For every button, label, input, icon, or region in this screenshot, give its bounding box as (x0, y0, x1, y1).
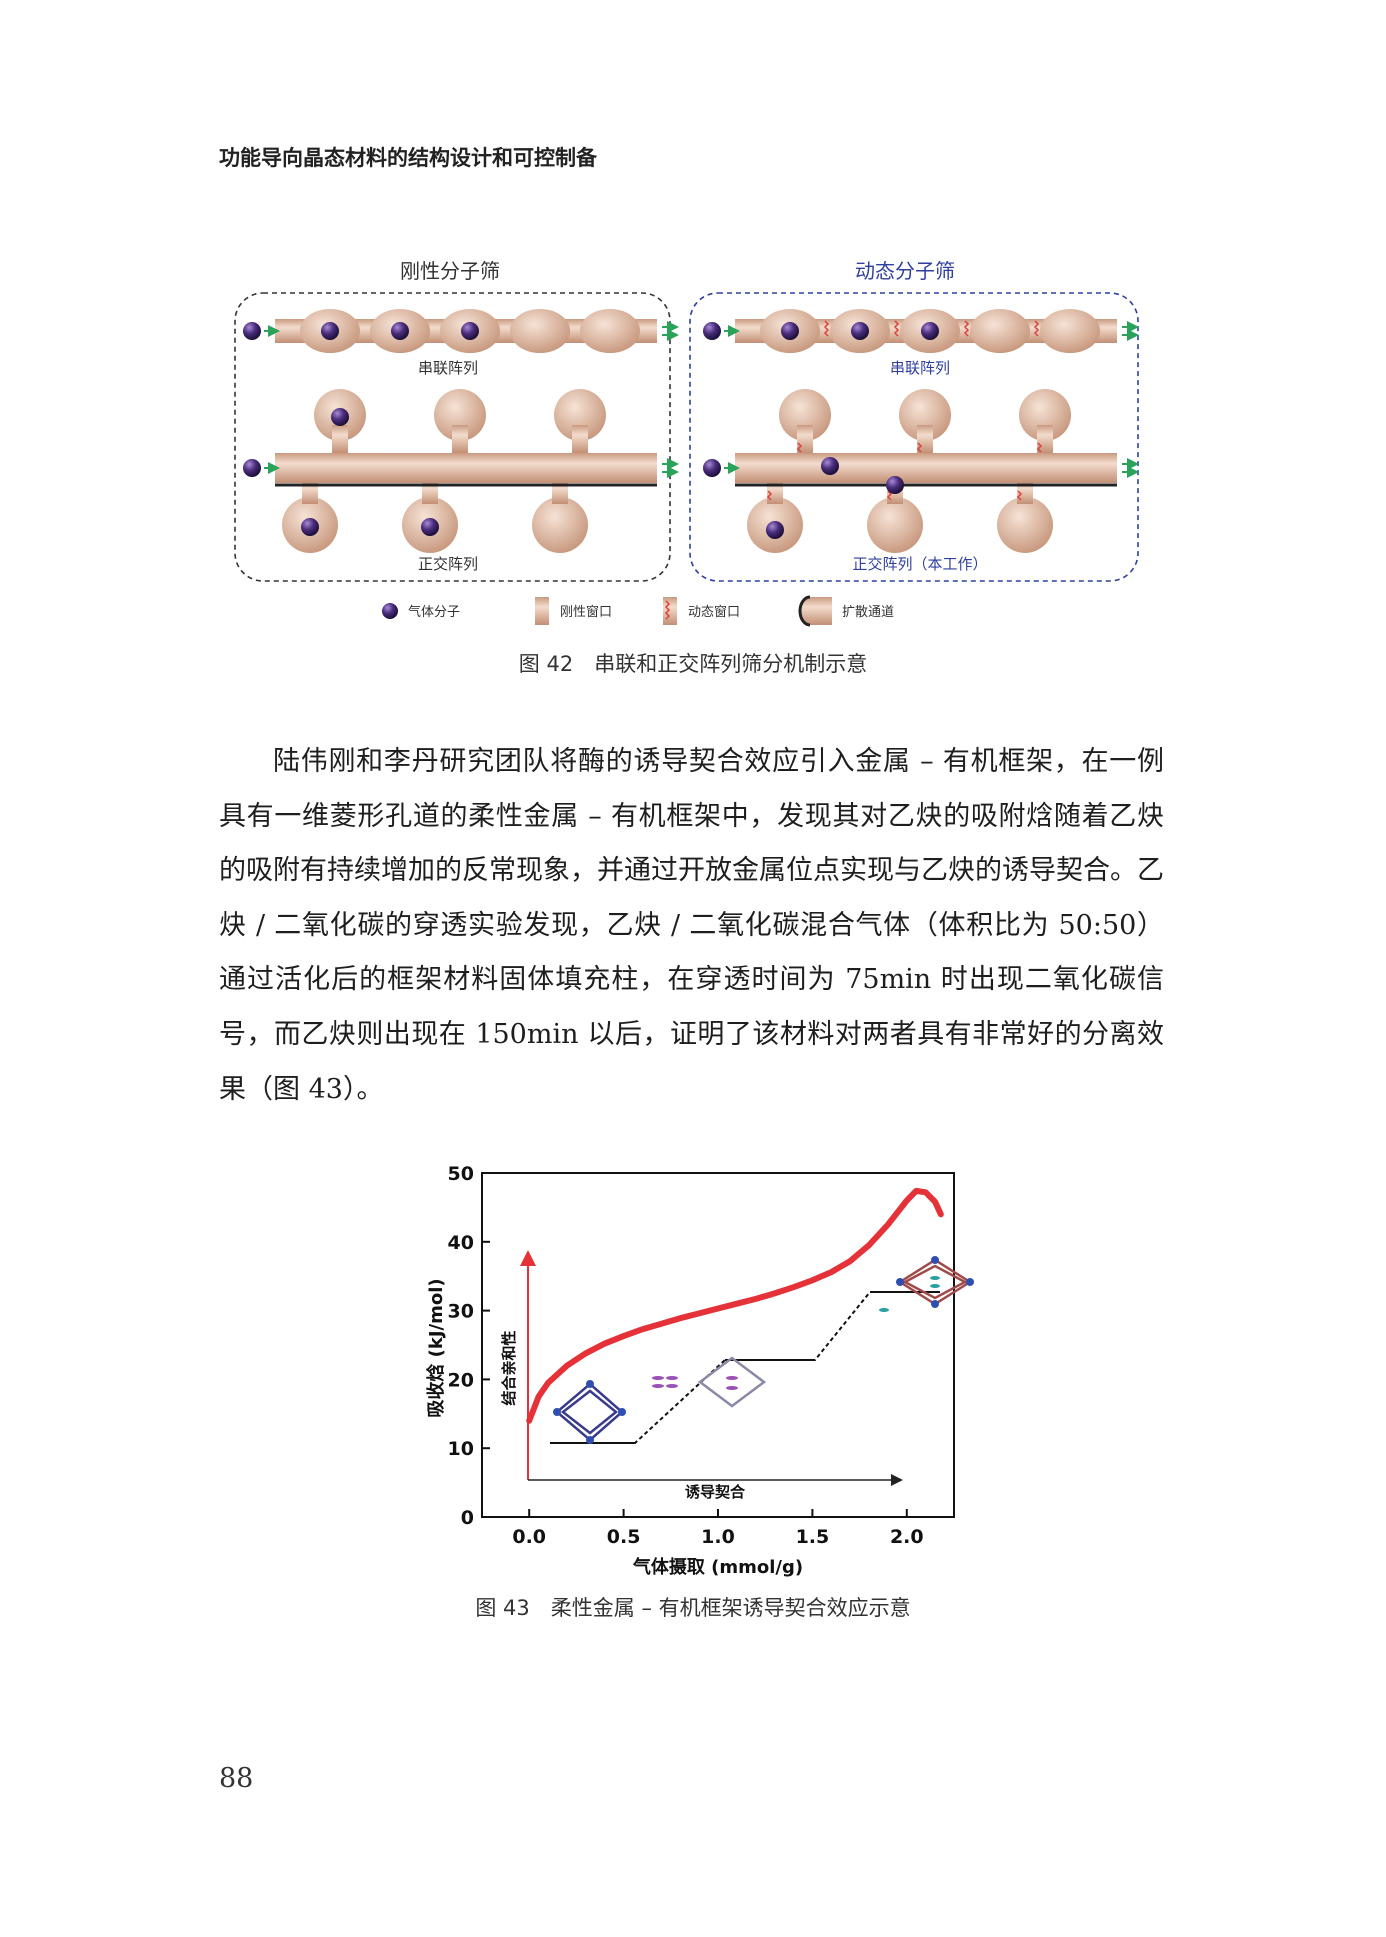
figure-43-caption: 图 43 柔性金属 – 有机框架诱导契合效应示意 (475, 1596, 911, 1620)
panel-left-title: 刚性分子筛 (400, 259, 500, 283)
figure-42-caption: 图 42 串联和正交阵列筛分机制示意 (518, 652, 868, 676)
legend-channel-label: 扩散通道 (842, 605, 894, 620)
x-tick-label: 1.5 (796, 1526, 830, 1548)
right-series-label: 串联阵列 (890, 359, 950, 377)
y-axis-label: 吸收焓 (kJ/mol) (425, 1278, 447, 1417)
gas-molecule-icon (652, 1376, 678, 1388)
left-series-array (243, 309, 679, 353)
right-ortho-label: 正交阵列（本工作） (852, 555, 987, 573)
y-tick-label: 10 (448, 1438, 474, 1460)
figure42-legend: 气体分子 刚性窗口 动态窗口 扩散通道 (382, 595, 894, 627)
left-ortho-label: 正交阵列 (418, 555, 478, 573)
inset-x-label: 诱导契合 (685, 1483, 746, 1501)
right-series-array (703, 309, 1139, 353)
panel-right-frame (689, 292, 1139, 582)
left-series-label: 串联阵列 (418, 359, 478, 377)
y-tick-label: 30 (448, 1301, 474, 1323)
plot-frame (481, 1172, 955, 1518)
framework-icon (553, 1380, 626, 1444)
framework-icon (697, 1356, 767, 1408)
panel-left-frame (234, 292, 671, 582)
y-tick-label: 0 (461, 1507, 474, 1529)
running-head: 功能导向晶态材料的结构设计和可控制备 (219, 146, 597, 170)
figure-43-chart: 0 10 20 30 40 50 0.0 0.5 1.0 1.5 2.0 结合亲和性 诱导契合 吸… (425, 1163, 974, 1578)
y-tick-label: 40 (448, 1232, 474, 1254)
page-number: 88 (219, 1763, 254, 1794)
series-line (526, 1187, 944, 1424)
body-paragraph: 陆伟刚和李丹研究团队将酶的诱导契合效应引入金属 – 有机框架，在一例具有一维菱形… (219, 746, 1164, 1105)
gas-molecule-icon (879, 1308, 889, 1312)
legend-gas-label: 气体分子 (408, 604, 460, 620)
x-tick-label: 2.0 (890, 1526, 924, 1548)
panel-right-title: 动态分子筛 (855, 259, 955, 283)
x-tick-label: 1.0 (701, 1526, 735, 1548)
y-axis-ticks: 0 10 20 30 40 50 (448, 1163, 490, 1529)
framework-icon (896, 1256, 974, 1308)
x-axis-ticks: 0.0 0.5 1.0 1.5 2.0 (512, 1509, 924, 1548)
y-tick-label: 20 (448, 1369, 474, 1391)
right-ortho-array (703, 389, 1139, 553)
x-axis-label: 气体摄取 (mmol/g) (632, 1556, 803, 1578)
legend-dynamic-label: 动态窗口 (688, 604, 740, 620)
legend-rigid-label: 刚性窗口 (560, 604, 612, 620)
inset-y-label: 结合亲和性 (500, 1330, 518, 1405)
x-tick-label: 0.0 (512, 1526, 546, 1548)
y-tick-label: 50 (448, 1163, 474, 1185)
left-ortho-array (243, 389, 679, 553)
x-tick-label: 0.5 (607, 1526, 641, 1548)
figure-42-diagram: 刚性分子筛 动态分子筛 串联阵列 (234, 259, 1139, 627)
